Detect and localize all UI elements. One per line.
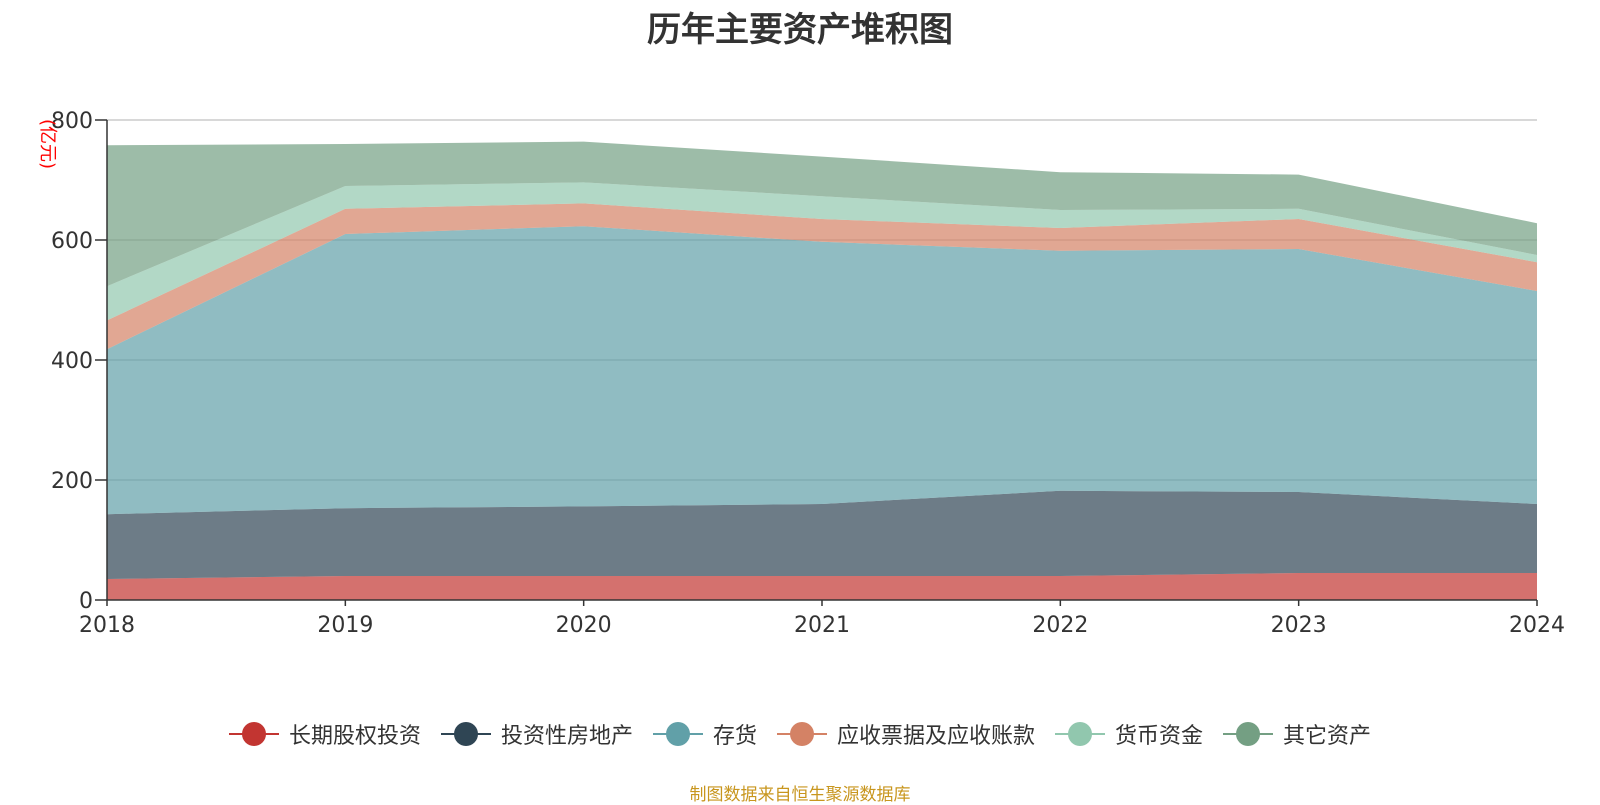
x-tick-label-3: 2021 <box>794 613 850 638</box>
chart-title: 历年主要资产堆积图 <box>647 10 953 50</box>
x-tick-label-6: 2024 <box>1509 613 1565 638</box>
area-series-2 <box>107 226 1537 515</box>
x-tick-label-2: 2020 <box>556 613 612 638</box>
legend-item-2[interactable]: 存货 <box>652 718 757 750</box>
y-tick-label-4: 800 <box>51 109 93 134</box>
legend-item-5[interactable]: 其它资产 <box>1223 718 1371 750</box>
legend-marker-4 <box>1055 722 1106 746</box>
legend-label-2: 存货 <box>712 724 757 749</box>
area-series <box>107 141 1537 600</box>
legend-label-4: 货币资金 <box>1115 724 1204 749</box>
legend-marker-0 <box>228 722 279 746</box>
area-series-5 <box>107 141 1537 287</box>
legend-item-1[interactable]: 投资性房地产 <box>440 718 633 750</box>
y-tick-label-1: 200 <box>51 469 93 494</box>
y-tick-label-2: 400 <box>51 349 93 374</box>
y-tick-label-0: 0 <box>79 589 93 614</box>
legend-item-0[interactable]: 长期股权投资 <box>228 718 421 750</box>
x-tick-label-4: 2022 <box>1032 613 1088 638</box>
y-axis-label: (亿元) <box>37 119 58 169</box>
legend-label-0: 长期股权投资 <box>288 724 421 749</box>
area-series-0 <box>107 573 1537 600</box>
x-tick-label-1: 2019 <box>317 613 373 638</box>
legend-item-4[interactable]: 货币资金 <box>1055 718 1203 750</box>
y-tick-label-3: 600 <box>51 229 93 254</box>
legend-label-3: 应收票据及应收账款 <box>837 724 1036 749</box>
x-tick-label-0: 2018 <box>79 613 135 638</box>
area-series-4 <box>107 182 1537 321</box>
x-tick-label-5: 2023 <box>1271 613 1327 638</box>
legend-label-5: 其它资产 <box>1283 724 1372 749</box>
area-series-3 <box>107 203 1537 350</box>
legend-item-3[interactable]: 应收票据及应收账款 <box>777 718 1035 750</box>
legend-marker-1 <box>440 722 491 746</box>
legend: 长期股权投资 投资性房地产 存货 应收票据及应收账款 货币资金 其它资产 <box>0 718 1600 750</box>
legend-label-1: 投资性房地产 <box>500 724 633 749</box>
source-note: 制图数据来自恒生聚源数据库 <box>689 785 911 805</box>
legend-marker-2 <box>652 722 703 746</box>
legend-marker-5 <box>1223 722 1274 746</box>
area-series-1 <box>107 490 1537 579</box>
axes: 0 200 400 600 800 2018 2019 2020 2021 2022 2023 202… <box>51 109 1565 638</box>
legend-marker-3 <box>777 722 827 746</box>
